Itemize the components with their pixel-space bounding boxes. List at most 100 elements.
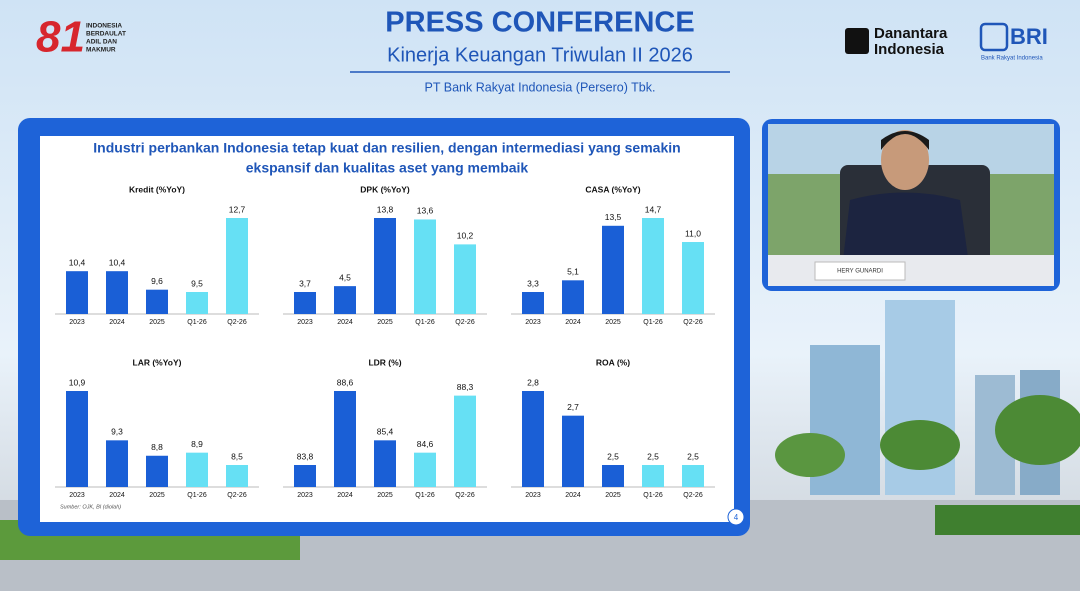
x-tick-label: Q2-26	[227, 319, 247, 326]
bank-logo-caption: Bank Rakyat Indonesia	[981, 56, 1043, 62]
x-tick-label: 2023	[69, 492, 85, 499]
bar	[414, 452, 436, 487]
bar	[106, 271, 128, 314]
bar	[106, 440, 128, 487]
value-label: 2,8	[527, 377, 539, 387]
x-tick-label: 2023	[69, 319, 85, 326]
x-tick-label: 2024	[565, 492, 581, 499]
hedge	[935, 505, 1080, 535]
x-tick-label: 2025	[605, 319, 621, 326]
tree	[880, 420, 960, 470]
value-label: 84,6	[417, 439, 434, 449]
bar	[522, 391, 544, 487]
bar	[226, 218, 248, 314]
speaker-head	[881, 130, 929, 190]
value-label: 12,7	[229, 204, 246, 214]
bar	[414, 219, 436, 314]
logo-81: 81	[36, 13, 85, 62]
x-tick-label: 2023	[525, 492, 541, 499]
x-tick-label: Q1-26	[415, 319, 435, 326]
x-tick-label: 2024	[109, 492, 125, 499]
value-label: 5,1	[567, 267, 579, 277]
value-label: 8,9	[191, 439, 203, 449]
logo-line: ADIL DAN	[86, 39, 117, 46]
value-label: 8,5	[231, 451, 243, 461]
bar	[454, 395, 476, 487]
bar	[374, 440, 396, 487]
chart-title: ROA (%)	[596, 357, 630, 367]
company: PT Bank Rakyat Indonesia (Persero) Tbk.	[425, 80, 656, 94]
value-label: 9,3	[111, 427, 123, 437]
x-tick-label: Q1-26	[187, 492, 207, 499]
desk	[768, 255, 1054, 286]
value-label: 10,2	[457, 231, 474, 241]
bar	[562, 415, 584, 487]
value-label: 2,5	[607, 451, 619, 461]
chart-title: DPK (%YoY)	[360, 184, 410, 194]
bar	[186, 292, 208, 314]
value-label: 2,5	[687, 451, 699, 461]
bar	[146, 289, 168, 314]
x-tick-label: Q2-26	[683, 319, 703, 326]
bar	[374, 218, 396, 314]
chart-title: Kredit (%YoY)	[129, 184, 185, 194]
subtitle: Kinerja Keuangan Triwulan II 2026	[387, 44, 693, 66]
bar	[602, 465, 624, 487]
value-label: 88,3	[457, 382, 474, 392]
chart-title: CASA (%YoY)	[585, 184, 640, 194]
x-tick-label: Q1-26	[643, 492, 663, 499]
bank-logo: BRI	[1010, 24, 1048, 49]
bar	[146, 455, 168, 487]
x-tick-label: 2025	[149, 492, 165, 499]
x-tick-label: 2023	[297, 319, 313, 326]
value-label: 11,0	[685, 228, 701, 238]
x-tick-label: 2025	[149, 319, 165, 326]
x-tick-label: 2024	[109, 319, 125, 326]
bar	[642, 465, 664, 487]
bar	[602, 225, 624, 314]
value-label: 83,8	[297, 451, 314, 461]
x-tick-label: 2024	[337, 319, 353, 326]
bar	[186, 452, 208, 487]
x-tick-label: Q2-26	[683, 492, 703, 499]
page-number: 4	[734, 513, 739, 522]
bar	[66, 271, 88, 314]
bar	[522, 292, 544, 314]
bar	[66, 391, 88, 487]
x-tick-label: 2025	[605, 492, 621, 499]
title: PRESS CONFERENCE	[385, 7, 694, 39]
nameplate-text: HERY GUNARDI	[837, 269, 883, 275]
value-label: 8,8	[151, 442, 163, 452]
x-tick-label: 2023	[525, 319, 541, 326]
partner-logo: Indonesia	[874, 41, 945, 58]
bar	[334, 286, 356, 314]
bar	[294, 465, 316, 487]
value-label: 14,7	[645, 204, 662, 214]
bar	[642, 218, 664, 314]
bar	[682, 465, 704, 487]
speaker-hair	[881, 131, 929, 150]
x-tick-label: 2025	[377, 492, 393, 499]
bri-icon	[979, 22, 1009, 52]
value-label: 85,4	[377, 427, 394, 437]
value-label: 10,9	[69, 377, 86, 387]
value-label: 10,4	[69, 257, 86, 267]
x-tick-label: Q2-26	[227, 492, 247, 499]
danantara-icon	[845, 28, 869, 54]
value-label: 9,6	[151, 276, 163, 286]
x-tick-label: 2025	[377, 319, 393, 326]
logo-line: BERDAULAT	[86, 31, 126, 38]
tree	[995, 395, 1080, 465]
source: Sumber: OJK, BI (diolah)	[60, 504, 121, 510]
logo-text: INDONESIA BERDAULAT ADIL DAN MAKMUR	[86, 23, 126, 54]
value-label: 2,5	[647, 451, 659, 461]
bar	[226, 465, 248, 487]
value-label: 2,7	[567, 402, 579, 412]
value-label: 4,5	[339, 272, 351, 282]
x-tick-label: Q1-26	[187, 319, 207, 326]
bar	[334, 391, 356, 487]
bar	[294, 292, 316, 314]
x-tick-label: 2023	[297, 492, 313, 499]
value-label: 13,8	[377, 204, 394, 214]
